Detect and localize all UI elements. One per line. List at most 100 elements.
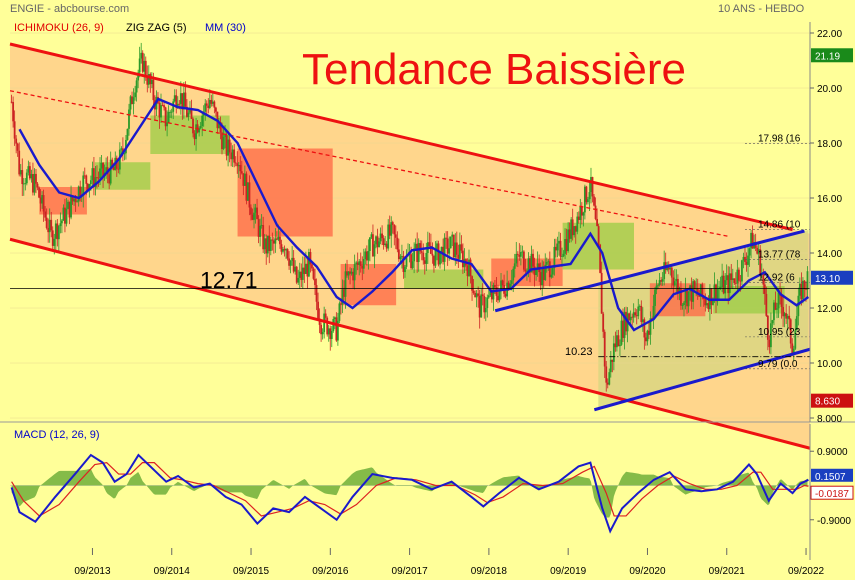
candle-body [596,218,598,227]
candle-body [397,249,400,260]
candle-body [733,278,736,283]
candle-body [85,175,88,184]
candle-body [297,277,300,283]
candle-body [654,289,656,306]
candle-body [431,253,434,256]
candle-body [146,76,149,85]
candle-body [251,214,254,220]
candle-body [739,280,742,282]
candle-body [443,237,446,262]
candle-body [355,262,358,265]
candle-body [272,240,275,244]
x-tick-label: 09/2013 [74,566,111,577]
candle-body [548,261,551,278]
candle-body [748,248,751,256]
candle-body [89,180,92,185]
candle-body [617,335,620,347]
candle-body [594,205,597,219]
candle-body [756,247,759,254]
candle-body [794,330,797,349]
candle-body [658,280,661,285]
macd-tick-label: 0.9000 [817,447,848,458]
candle-body [184,92,187,107]
candle-body [439,252,441,265]
candle-body [625,311,627,332]
candle-body [547,261,550,263]
price-badges: 21.19 13.10 8.630 [811,48,853,408]
candle-body [73,198,76,202]
candle-body [734,282,737,284]
candle-body [420,251,423,253]
candle-body [144,60,147,77]
candle-body [797,295,800,317]
y-tick-label: 8.000 [817,414,842,425]
candle-body [41,195,43,204]
candle-body [190,108,193,119]
candle-body [614,343,617,348]
candle-body [687,291,690,307]
candle-body [376,236,379,248]
candle-body [346,271,348,276]
candle-body [388,224,391,236]
candle-body [19,170,22,175]
candle-body [275,238,278,240]
candle-body [631,316,634,318]
candle-body [411,261,414,269]
candle-body [358,261,361,265]
candle-body [260,225,263,226]
level-label-main: 12.71 [200,267,258,293]
candle-body [57,226,60,240]
candle-body [532,253,534,267]
candle-body [788,315,791,320]
candle-body [487,295,490,298]
legend-ichimoku: ICHIMOKU (26, 9) [14,22,104,34]
candle-body [561,256,563,258]
candle-body [367,250,370,261]
candle-body [452,234,455,258]
candle-body [359,261,362,266]
candle-body [30,174,33,179]
candle-body [365,251,368,261]
candle-body [10,101,13,103]
candle-body [68,201,71,218]
candle-body [460,244,463,251]
candle-body [230,152,233,160]
candle-body [210,99,213,104]
x-tick-label: 09/2014 [154,566,191,577]
candle-body [478,295,481,318]
candle-body [181,93,184,110]
trend-line-triangle-top [494,229,805,313]
candle-body [802,280,804,300]
candle-body [228,139,231,153]
candle-body [693,281,696,289]
candle-body [338,303,341,321]
candle-body [208,99,211,108]
candle-body [446,238,449,254]
candle-body [765,293,768,316]
candle-body [628,313,631,321]
trend-line-support [9,237,811,450]
candle-body [187,112,190,117]
candle-body [233,149,236,163]
level-label-low: 10.23 [565,346,593,358]
candle-body [120,148,123,150]
macd-tick-label: -0.9000 [817,516,851,527]
candle-body [205,103,208,106]
candle-body [501,280,504,286]
price-badge-value: 8.630 [815,397,840,408]
candle-body [282,248,284,252]
candle-body [602,313,605,332]
fib-level-label: 12.92 (6 [758,273,795,284]
candle-body [204,103,207,112]
candle-body [722,275,725,294]
candle-body [643,319,646,338]
candle-body [736,269,739,284]
candle-body [445,237,448,239]
y-tick-label: 20.00 [817,84,842,95]
candle-body [471,276,473,291]
candle-body [789,319,792,344]
candle-body [329,328,332,339]
y-tick-label: 18.00 [817,139,842,150]
candle-body [33,173,36,193]
candle-body [455,242,458,255]
